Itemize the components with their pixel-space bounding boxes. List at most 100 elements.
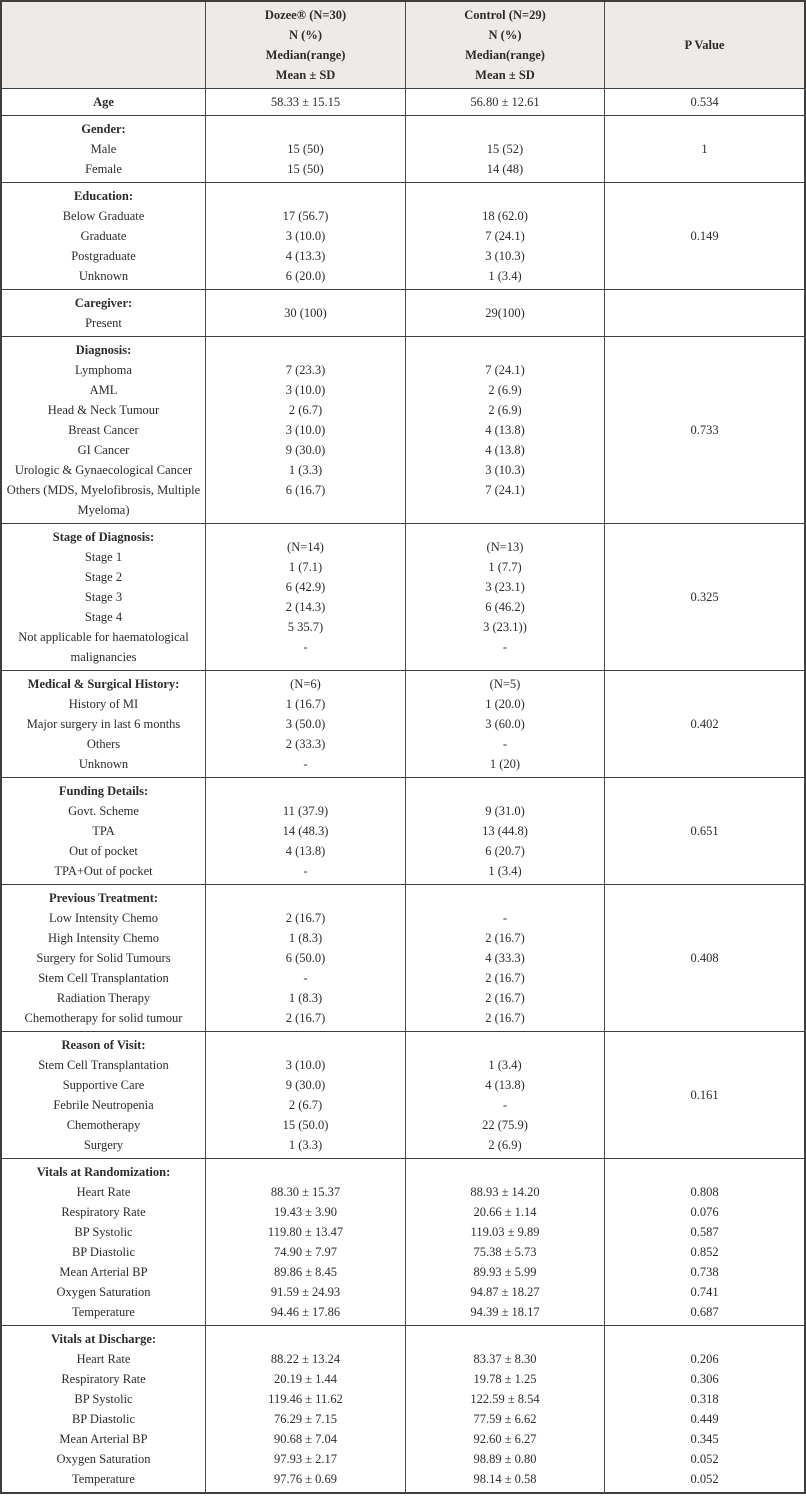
control-value — [410, 888, 600, 908]
section-previous-treatment: Previous Treatment: Low Intensity Chemo Hi… — [2, 884, 804, 1031]
row-label: Stage 2 — [84, 570, 123, 584]
control-value: (N=5) — [489, 677, 521, 691]
p-value — [609, 1162, 800, 1182]
dozee-value: 2 (6.7) — [288, 403, 323, 417]
p-value: 0.149 — [690, 229, 719, 243]
control-value — [410, 1329, 600, 1349]
row-label: History of MI — [68, 697, 139, 711]
dozee-value: 1 (3.3) — [288, 463, 323, 477]
row-label: Graduate — [80, 229, 127, 243]
row-label: Not applicable for haematological malign… — [18, 630, 189, 664]
dozee-cell: 2 (16.7) 1 (8.3) 6 (50.0) - 1 (8.3) 2 (16.7) — [205, 885, 405, 1031]
row-label: Others (MDS, Myelofibrosis, Multiple Mye… — [6, 483, 201, 517]
control-value: - — [502, 911, 508, 925]
control-value: 4 (13.8) — [485, 443, 525, 457]
row-label: Temperature — [72, 1305, 135, 1319]
pvalue-cell: 0.206 0.306 0.318 0.449 0.345 0.052 0.052 — [604, 1326, 804, 1492]
dozee-value: 90.68 ± 7.04 — [273, 1432, 338, 1446]
dozee-value: 3 (50.0) — [285, 717, 326, 731]
control-value: 3 (60.0) — [485, 717, 525, 731]
row-label: Heart Rate — [76, 1352, 131, 1366]
control-value: 2 (16.7) — [485, 931, 525, 945]
dozee-value: 6 (42.9) — [285, 580, 326, 594]
row-label: Out of pocket — [69, 844, 138, 858]
dozee-value: (N=14) — [287, 540, 324, 554]
row-label: Unknown — [78, 269, 129, 283]
header-label: N (%) — [289, 28, 322, 42]
dozee-value — [210, 1329, 401, 1349]
row-label: Surgery for Solid Tumours — [36, 951, 171, 965]
section-education: Education: Below Graduate Graduate Postgrad… — [2, 182, 804, 289]
p-value: 1 — [701, 142, 708, 156]
control-value: 56.80 ± 12.61 — [470, 95, 540, 109]
p-value: 0.306 — [690, 1372, 719, 1386]
control-value: 9 (31.0) — [485, 804, 525, 818]
dozee-value: 91.59 ± 24.93 — [270, 1285, 341, 1299]
dozee-value: 3 (10.0) — [285, 1058, 326, 1072]
row-label: Education: — [73, 189, 134, 203]
control-value: 15 (52) — [486, 142, 524, 156]
dozee-value: 15 (50.0) — [282, 1118, 329, 1132]
dozee-value: 74.90 ± 7.97 — [273, 1245, 338, 1259]
dozee-cell: 7 (23.3) 3 (10.0) 2 (6.7) 3 (10.0) 9 (30.0) 1… — [205, 337, 405, 523]
row-label: Surgery — [83, 1138, 124, 1152]
dozee-cell: 88.30 ± 15.37 19.43 ± 3.90 119.80 ± 13.47 7… — [205, 1159, 405, 1325]
dozee-value: (N=6) — [290, 677, 321, 691]
row-label: Radiation Therapy — [56, 991, 151, 1005]
dozee-value — [210, 1162, 401, 1182]
row-label: Govt. Scheme — [68, 804, 139, 818]
control-value: 13 (44.8) — [482, 824, 528, 838]
row-label: Male — [90, 142, 117, 156]
label-cell: Medical & Surgical History: History of MI… — [2, 671, 205, 777]
control-cell: Control (N=29) N (%) Median(range) Mean ± S… — [405, 2, 604, 88]
control-cell: 29(100) — [405, 290, 604, 336]
p-value: 0.402 — [690, 717, 719, 731]
dozee-cell: 30 (100) — [205, 290, 405, 336]
p-value: 0.852 — [690, 1245, 719, 1259]
dozee-value: 4 (13.8) — [285, 844, 326, 858]
control-value: 7 (24.1) — [485, 229, 525, 243]
header-label: P Value — [684, 38, 725, 52]
control-value: 119.03 ± 9.89 — [470, 1225, 540, 1239]
row-label: Reason of Visit: — [61, 1038, 146, 1052]
dozee-cell: Dozee® (N=30) N (%) Median(range) Mean ± SD — [205, 2, 405, 88]
control-cell: 7 (24.1) 2 (6.9) 2 (6.9) 4 (13.8) 4 (13.8) 3 … — [405, 337, 604, 523]
dozee-value: 2 (6.7) — [288, 1098, 323, 1112]
control-value — [410, 186, 600, 206]
row-label: Oxygen Saturation — [56, 1285, 151, 1299]
dozee-value: 17 (56.7) — [282, 209, 329, 223]
dozee-cell: 3 (10.0) 9 (30.0) 2 (6.7) 15 (50.0) 1 (3.3) — [205, 1032, 405, 1158]
row-label: Low Intensity Chemo — [48, 911, 158, 925]
control-value: 1 (3.4) — [488, 1058, 522, 1072]
header-label: Median(range) — [465, 48, 545, 62]
pvalue-cell: 0.149 — [604, 183, 804, 289]
dozee-value: 119.46 ± 11.62 — [268, 1392, 343, 1406]
row-label: Supportive Care — [62, 1078, 145, 1092]
dozee-value: 88.30 ± 15.37 — [270, 1185, 341, 1199]
control-cell: (N=5) 1 (20.0) 3 (60.0) - 1 (20) — [405, 671, 604, 777]
pvalue-cell: 0.402 — [604, 671, 804, 777]
section-gender: Gender: Male Female 15 (50) 15 (50) 15 (52) 14… — [2, 115, 804, 182]
row-label: Major surgery in last 6 months — [26, 717, 181, 731]
row-label: Febrile Neutropenia — [53, 1098, 154, 1112]
p-value: 0.651 — [690, 824, 719, 838]
control-value: 89.93 ± 5.99 — [473, 1265, 537, 1279]
p-value: 0.345 — [690, 1432, 719, 1446]
control-value: 20.66 ± 1.14 — [473, 1205, 537, 1219]
dozee-cell: 58.33 ± 15.15 — [205, 89, 405, 115]
dozee-value: 3 (10.0) — [285, 423, 326, 437]
row-label: Present — [85, 316, 122, 330]
row-label: Chemotherapy for solid tumour — [24, 1011, 183, 1025]
control-cell: (N=13) 1 (7.7) 3 (23.1) 6 (46.2) 3 (23.1)) - — [405, 524, 604, 670]
dozee-value — [210, 1035, 401, 1055]
dozee-value: 1 (7.1) — [288, 560, 323, 574]
header-label: N (%) — [488, 28, 522, 42]
control-value: 3 (23.1)) — [483, 620, 527, 634]
label-cell: Vitals at Randomization: Heart Rate Respir… — [2, 1159, 205, 1325]
row-label: Mean Arterial BP — [59, 1432, 148, 1446]
row-label: Stage of Diagnosis: — [52, 530, 155, 544]
row-label: Caregiver: — [74, 296, 133, 310]
control-value: 1 (7.7) — [488, 560, 522, 574]
control-value: 83.37 ± 8.30 — [473, 1352, 537, 1366]
control-value: 29(100) — [485, 306, 525, 320]
